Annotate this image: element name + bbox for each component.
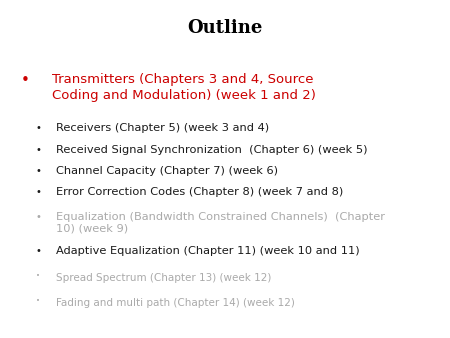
Text: Receivers (Chapter 5) (week 3 and 4): Receivers (Chapter 5) (week 3 and 4) (56, 123, 270, 134)
Text: Error Correction Codes (Chapter 8) (week 7 and 8): Error Correction Codes (Chapter 8) (week… (56, 187, 343, 197)
Text: •: • (20, 73, 29, 88)
Text: Adaptive Equalization (Chapter 11) (week 10 and 11): Adaptive Equalization (Chapter 11) (week… (56, 246, 360, 256)
Text: •: • (35, 246, 41, 256)
Text: Channel Capacity (Chapter 7) (week 6): Channel Capacity (Chapter 7) (week 6) (56, 166, 278, 176)
Text: Transmitters (Chapters 3 and 4, Source
Coding and Modulation) (week 1 and 2): Transmitters (Chapters 3 and 4, Source C… (52, 73, 315, 102)
Text: Equalization (Bandwidth Constrained Channels)  (Chapter
10) (week 9): Equalization (Bandwidth Constrained Chan… (56, 212, 385, 234)
Text: Received Signal Synchronization  (Chapter 6) (week 5): Received Signal Synchronization (Chapter… (56, 145, 368, 155)
Text: •: • (35, 145, 41, 155)
Text: Outline: Outline (187, 19, 263, 37)
Text: •: • (36, 273, 40, 279)
Text: •: • (35, 166, 41, 176)
Text: •: • (35, 123, 41, 134)
Text: Fading and multi path (Chapter 14) (week 12): Fading and multi path (Chapter 14) (week… (56, 298, 295, 308)
Text: •: • (35, 212, 41, 222)
Text: •: • (36, 298, 40, 304)
Text: Spread Spectrum (Chapter 13) (week 12): Spread Spectrum (Chapter 13) (week 12) (56, 273, 272, 283)
Text: •: • (35, 187, 41, 197)
